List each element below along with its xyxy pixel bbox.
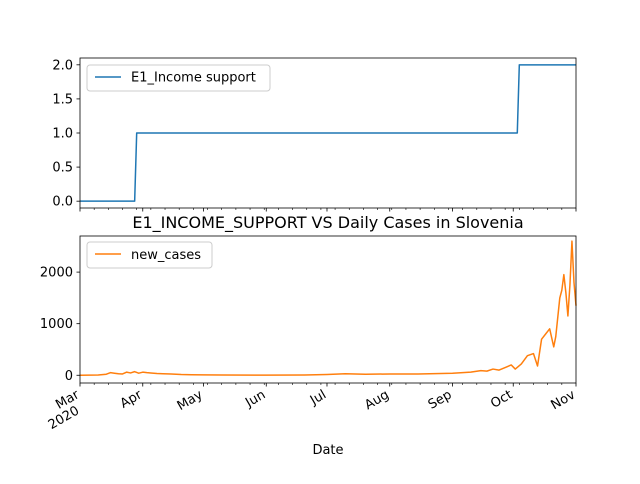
top-series-line-0 — [80, 64, 576, 202]
top-legend-label: E1_Income support — [131, 71, 256, 86]
top-series-lines — [80, 64, 576, 202]
y-tick-label: 0.0 — [52, 195, 73, 210]
bottom-legend-box — [86, 241, 213, 269]
chart-title: E1_INCOME_SUPPORT VS Daily Cases in Slov… — [132, 213, 523, 233]
y-tick-label: 2.0 — [52, 58, 73, 73]
bottom-y-axis-ticks: 0 1000 2000 — [40, 266, 80, 384]
x-tick-label: Jul — [307, 387, 329, 408]
bottom-legend: new_cases — [86, 241, 213, 269]
bottom-subplot: E1_INCOME_SUPPORT VS Daily Cases in Slov… — [40, 213, 578, 458]
top-subplot: 0.0 0.5 1.0 1.5 2.0 E1_Income support — [52, 57, 577, 212]
y-tick-label: 1.0 — [52, 127, 73, 142]
top-legend: E1_Income support — [86, 64, 271, 92]
bottom-legend-label: new_cases — [131, 248, 201, 263]
bottom-series-lines — [79, 240, 577, 377]
bottom-axes-frame — [79, 235, 577, 384]
y-tick-label: 0.5 — [52, 161, 73, 176]
top-legend-box — [86, 64, 271, 92]
y-tick-label: 2000 — [40, 266, 73, 281]
bottom-series-line-0 — [79, 240, 577, 377]
top-x-axis-ticks — [79, 208, 577, 212]
y-tick-label: 0 — [65, 369, 73, 384]
x-axis-label: Date — [312, 443, 343, 458]
top-y-axis-ticks: 0.0 0.5 1.0 1.5 2.0 — [52, 58, 80, 210]
y-tick-label: 1.5 — [52, 92, 73, 107]
y-tick-label: 1000 — [40, 317, 73, 332]
